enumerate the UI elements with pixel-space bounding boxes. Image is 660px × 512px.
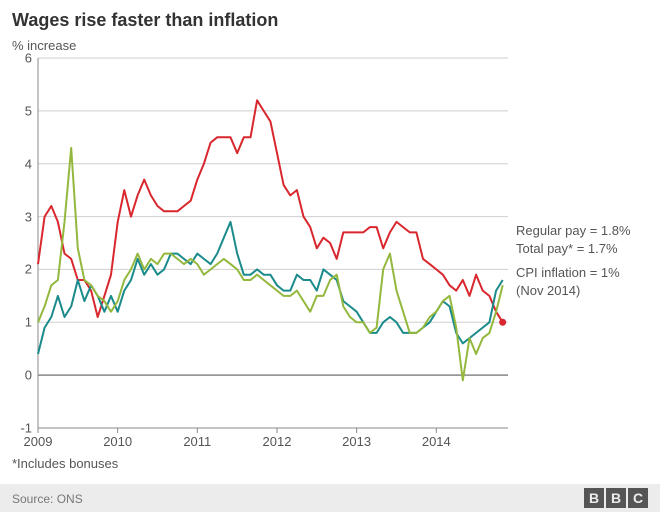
y-tick-label: 4 — [8, 156, 32, 171]
bbc-logo: B B C — [584, 488, 648, 508]
source-text: Source: ONS — [12, 492, 83, 506]
y-tick-label: 0 — [8, 368, 32, 383]
x-tick-label: 2014 — [422, 434, 451, 449]
y-tick-label: 6 — [8, 51, 32, 66]
x-tick-label: 2013 — [342, 434, 371, 449]
series-annotation: (Nov 2014) — [516, 282, 580, 300]
series-annotation: CPI inflation = 1% — [516, 264, 620, 282]
series-annotation: Regular pay = 1.8% — [516, 222, 631, 240]
bbc-logo-letter: B — [606, 488, 626, 508]
x-tick-label: 2010 — [103, 434, 132, 449]
source-bar: Source: ONS B B C — [0, 484, 660, 512]
footnote: *Includes bonuses — [12, 456, 118, 471]
x-tick-label: 2012 — [263, 434, 292, 449]
y-tick-label: 5 — [8, 103, 32, 118]
series-annotation: Total pay* = 1.7% — [516, 240, 618, 258]
chart-container: Wages rise faster than inflation % incre… — [0, 0, 660, 512]
x-tick-label: 2009 — [24, 434, 53, 449]
bbc-logo-letter: C — [628, 488, 648, 508]
y-tick-label: 1 — [8, 315, 32, 330]
y-tick-label: 2 — [8, 262, 32, 277]
x-tick-label: 2011 — [183, 434, 211, 449]
bbc-logo-letter: B — [584, 488, 604, 508]
y-tick-label: 3 — [8, 209, 32, 224]
